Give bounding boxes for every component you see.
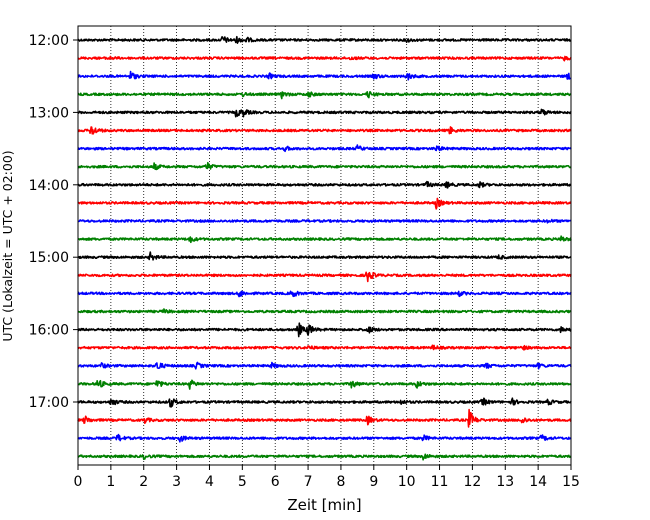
- x-tick-label: 15: [562, 474, 580, 490]
- trace-1400: [77, 180, 572, 189]
- trace-1630: [77, 361, 572, 370]
- trace-1245: [77, 91, 572, 100]
- x-tick-label: 7: [304, 474, 313, 490]
- y-tick-label: 16:00: [29, 323, 69, 339]
- x-tick-label: 1: [106, 474, 115, 490]
- plot-frame: [77, 25, 572, 466]
- x-tick-label: 9: [369, 474, 378, 490]
- trace-1230: [77, 70, 572, 81]
- x-tick-label: 2: [139, 474, 148, 490]
- y-tick-label: 17:00: [29, 395, 69, 411]
- trace-1730: [77, 433, 572, 443]
- x-tick-label: 8: [336, 474, 345, 490]
- trace-1745: [77, 453, 572, 461]
- trace-1515: [77, 271, 572, 283]
- trace-1200: [77, 35, 572, 44]
- x-tick-label: 12: [463, 474, 481, 490]
- x-tick-label: 4: [205, 474, 214, 490]
- trace-1430: [77, 218, 572, 224]
- trace-1530: [77, 290, 572, 298]
- trace-1315: [77, 126, 572, 135]
- x-tick-label: 0: [74, 474, 83, 490]
- trace-1445: [77, 235, 572, 244]
- x-tick-label: 14: [529, 474, 547, 490]
- trace-1500: [77, 251, 572, 261]
- x-tick-label: 6: [271, 474, 280, 490]
- x-tick-label: 10: [398, 474, 416, 490]
- trace-1645: [77, 379, 572, 390]
- trace-1330: [77, 144, 572, 153]
- vertical-grid: [110, 26, 539, 465]
- x-tick-label: 5: [238, 474, 247, 490]
- y-tick-label: 15:00: [29, 250, 69, 266]
- x-axis-ticks: 0 1 2 3 4 5 6 7 8 9 10 11 12 13 14 15: [74, 465, 580, 490]
- trace-series: [77, 35, 572, 461]
- y-tick-label: 14:00: [29, 178, 69, 194]
- trace-1700: [77, 397, 572, 408]
- plot-background: [78, 26, 571, 465]
- y-axis-title: UTC (Lokalzeit = UTC + 02:00): [0, 150, 15, 341]
- trace-1215: [77, 55, 572, 62]
- y-tick-label: 12:00: [29, 33, 69, 49]
- x-tick-label: 11: [431, 474, 449, 490]
- trace-1615: [77, 344, 572, 351]
- x-tick-label: 3: [172, 474, 181, 490]
- trace-1415: [77, 197, 572, 210]
- trace-1600: [77, 322, 572, 338]
- trace-1545: [77, 308, 572, 314]
- y-tick-label: 13:00: [29, 105, 69, 121]
- x-tick-label: 13: [496, 474, 514, 490]
- y-axis-ticks: 12:00 13:00 14:00 15:00 16:00 17:00: [29, 33, 78, 411]
- trace-1715: [77, 408, 572, 428]
- trace-1300: [77, 108, 572, 118]
- trace-1345: [77, 161, 572, 171]
- x-axis-title: Zeit [min]: [287, 496, 361, 514]
